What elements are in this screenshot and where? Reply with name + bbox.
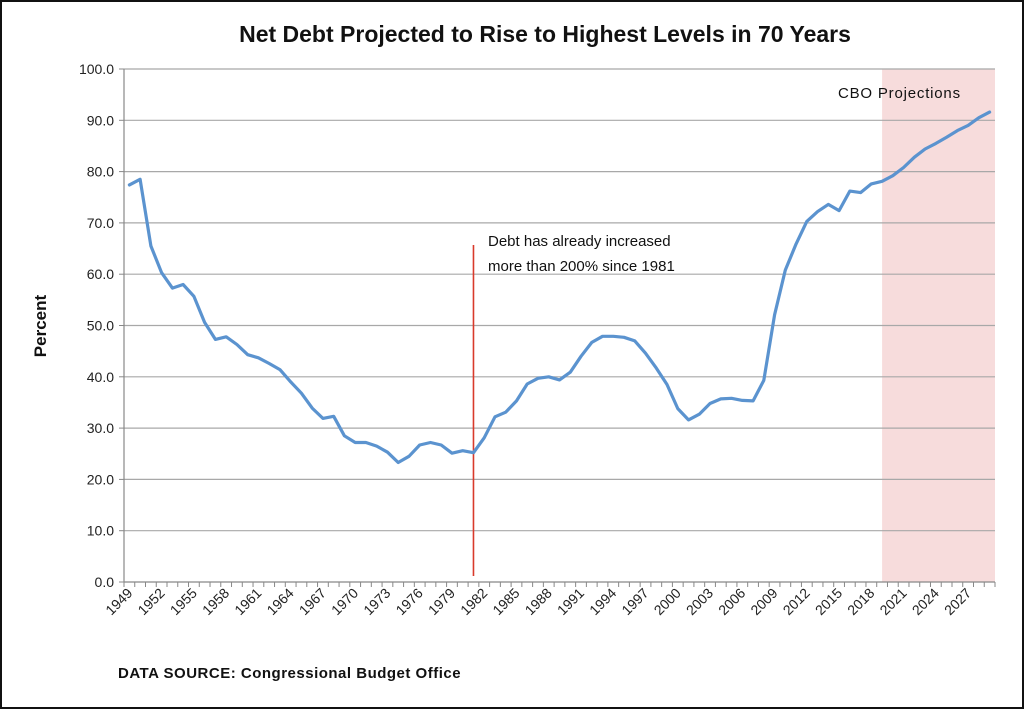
y-tick-label: 90.0 — [87, 112, 114, 128]
x-tick-label: 1970 — [328, 585, 361, 618]
y-tick-label: 60.0 — [87, 266, 114, 282]
y-tick-label: 0.0 — [95, 574, 115, 590]
x-tick-label: 2012 — [780, 585, 813, 618]
y-tick-label: 20.0 — [87, 471, 114, 487]
annotation-line-2: more than 200% since 1981 — [488, 258, 675, 275]
x-tick-label: 2018 — [844, 585, 877, 618]
x-tick-label: 2006 — [715, 585, 748, 618]
x-tick-label: 1994 — [586, 585, 619, 618]
x-tick-label: 2024 — [909, 585, 942, 618]
x-tick-label: 2021 — [876, 585, 909, 618]
y-tick-label: 40.0 — [87, 369, 114, 385]
x-tick-label: 1985 — [489, 585, 522, 618]
x-tick-label: 1955 — [167, 585, 200, 618]
x-tick-label: 1988 — [522, 585, 555, 618]
x-tick-label: 2000 — [651, 585, 684, 618]
x-tick-label: 2027 — [941, 585, 974, 618]
y-axis-label: Percent — [31, 294, 50, 357]
series-line — [127, 110, 992, 465]
y-tick-label: 80.0 — [87, 164, 114, 180]
annotation-line-1: Debt has already increased — [488, 233, 671, 250]
x-tick-label: 1967 — [296, 585, 329, 618]
x-tick-label: 1958 — [199, 585, 232, 618]
x-tick-label: 2003 — [683, 585, 716, 618]
x-tick-label: 1979 — [425, 585, 458, 618]
y-tick-label: 70.0 — [87, 215, 114, 231]
x-tick-label: 1982 — [457, 585, 490, 618]
y-tick-label: 30.0 — [87, 420, 114, 436]
chart-title: Net Debt Projected to Rise to Highest Le… — [239, 21, 851, 47]
x-tick-label: 1991 — [554, 585, 587, 618]
x-tick-label: 1976 — [392, 585, 425, 618]
y-tick-label: 10.0 — [87, 523, 114, 539]
x-tick-label: 2009 — [747, 585, 780, 618]
x-tick-label: 1997 — [618, 585, 651, 618]
x-tick-label: 1952 — [134, 585, 167, 618]
x-tick-label: 1973 — [360, 585, 393, 618]
y-tick-label: 50.0 — [87, 318, 114, 334]
y-tick-label: 100.0 — [79, 61, 114, 77]
x-tick-label: 2015 — [812, 585, 845, 618]
projection-label: CBO Projections — [838, 85, 961, 102]
x-tick-label: 1961 — [231, 585, 264, 618]
x-tick-label: 1964 — [263, 585, 296, 618]
data-source: DATA SOURCE: Congressional Budget Office — [118, 665, 461, 682]
